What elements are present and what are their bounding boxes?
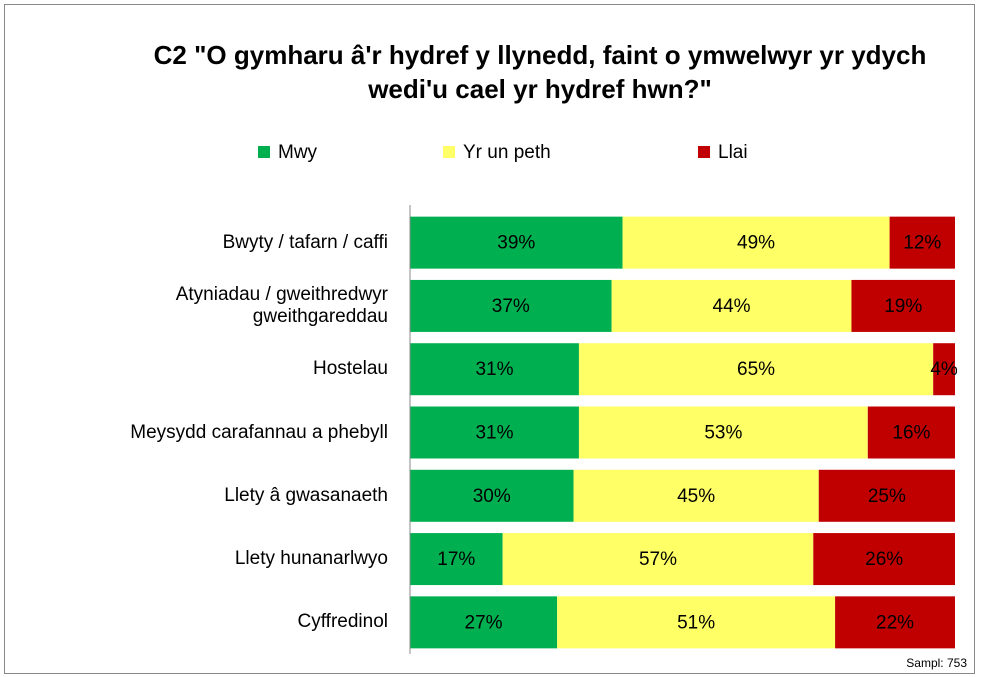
data-label: 31% xyxy=(475,359,513,380)
bar-segment xyxy=(578,406,868,459)
legend-swatch xyxy=(698,146,710,158)
bar-segment xyxy=(573,469,819,522)
data-label: 65% xyxy=(737,359,775,380)
chart-frame xyxy=(4,4,975,674)
data-label: 51% xyxy=(677,612,715,633)
y-tick-label: Meysydd carafannau a phebyll xyxy=(130,421,388,443)
data-label: 19% xyxy=(884,296,922,317)
bar-segment xyxy=(410,343,579,396)
y-tick-label: Llety hunanarlwyo xyxy=(234,548,388,570)
data-label: 45% xyxy=(677,486,715,507)
legend-swatch xyxy=(443,146,455,158)
y-tick-label: Hostelau xyxy=(313,358,388,380)
annotation: Sampl: 753 xyxy=(906,656,967,670)
bar-segment xyxy=(410,279,612,332)
data-label: 44% xyxy=(713,296,751,317)
data-label: 31% xyxy=(475,423,513,444)
bar-segment xyxy=(622,216,890,269)
bar-segment xyxy=(410,216,623,269)
bar-segment xyxy=(502,533,814,586)
data-label: 16% xyxy=(892,423,930,444)
bar-segment xyxy=(410,596,558,649)
bar-segment xyxy=(410,469,574,522)
data-label: 37% xyxy=(492,296,530,317)
data-label: 17% xyxy=(437,549,475,570)
data-label: 49% xyxy=(737,233,775,254)
data-label: 30% xyxy=(473,486,511,507)
data-label: 27% xyxy=(465,612,503,633)
bar-segment xyxy=(557,596,836,649)
bar-segment xyxy=(818,469,955,522)
data-label: 25% xyxy=(868,486,906,507)
legend-swatch xyxy=(258,146,270,158)
y-tick-label: Llety â gwasanaeth xyxy=(224,484,388,506)
data-label: 26% xyxy=(865,549,903,570)
legend-label: Mwy xyxy=(278,142,318,163)
chart-title: C2 "O gymharu â'r hydref y llynedd, fain… xyxy=(153,40,927,104)
bar-segment xyxy=(813,533,955,586)
data-label: 53% xyxy=(704,423,742,444)
data-label: 4% xyxy=(930,359,958,380)
data-label: 22% xyxy=(876,612,914,633)
bar-segment xyxy=(933,343,955,396)
bar-segment xyxy=(611,279,852,332)
data-label: 12% xyxy=(903,233,941,254)
data-label: 39% xyxy=(497,233,535,254)
y-tick-label: Bwyty / tafarn / caffi xyxy=(222,231,388,253)
bar-segment xyxy=(835,596,955,649)
y-tick-label: Cyffredinol xyxy=(297,611,388,633)
bar-segment xyxy=(889,216,955,269)
bar-segment xyxy=(410,406,579,459)
bar-segment xyxy=(851,279,955,332)
bar-segment xyxy=(578,343,934,396)
y-tick-label: Atyniadau / gweithredwyr gweithgareddau xyxy=(175,283,388,327)
legend-label: Llai xyxy=(718,142,748,163)
data-label: 57% xyxy=(639,549,677,570)
bar-segment xyxy=(867,406,955,459)
bar-segment xyxy=(410,533,503,586)
legend-label: Yr un peth xyxy=(463,142,551,163)
